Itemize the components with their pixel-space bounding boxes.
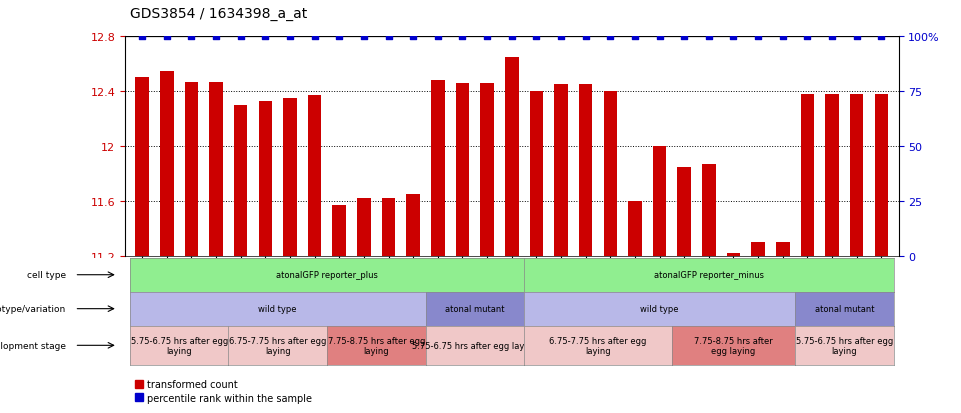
Bar [135, 394, 143, 401]
Point [357, 34, 372, 40]
Point [431, 34, 446, 40]
Text: 5.75-6.75 hrs after egg laying: 5.75-6.75 hrs after egg laying [412, 341, 537, 350]
Point [776, 34, 791, 40]
Text: atonalGFP reporter_plus: atonalGFP reporter_plus [276, 271, 378, 280]
Bar [554, 85, 568, 256]
Bar [283, 99, 297, 256]
Bar [530, 92, 543, 256]
Text: percentile rank within the sample: percentile rank within the sample [147, 393, 311, 403]
Bar [579, 85, 592, 256]
Point [677, 34, 692, 40]
Point [233, 34, 248, 40]
Point [849, 34, 864, 40]
Text: wild type: wild type [640, 304, 678, 313]
Text: 6.75-7.75 hrs after egg
laying: 6.75-7.75 hrs after egg laying [229, 336, 327, 355]
Text: 5.75-6.75 hrs after egg
laying: 5.75-6.75 hrs after egg laying [796, 336, 893, 355]
Bar [875, 95, 888, 256]
Point [726, 34, 741, 40]
Bar [825, 95, 839, 256]
Bar [259, 102, 272, 256]
Text: 5.75-6.75 hrs after egg
laying: 5.75-6.75 hrs after egg laying [131, 336, 228, 355]
Bar [234, 106, 248, 256]
Bar [480, 84, 494, 256]
Point [800, 34, 815, 40]
Text: atonalGFP reporter_minus: atonalGFP reporter_minus [653, 271, 764, 280]
Text: GDS3854 / 1634398_a_at: GDS3854 / 1634398_a_at [130, 7, 307, 21]
Point [751, 34, 766, 40]
Point [652, 34, 667, 40]
Point [406, 34, 421, 40]
Point [184, 34, 199, 40]
Bar [456, 84, 469, 256]
Text: wild type: wild type [259, 304, 297, 313]
Bar [702, 164, 716, 256]
Text: 6.75-7.75 hrs after egg
laying: 6.75-7.75 hrs after egg laying [550, 336, 647, 355]
Bar [801, 95, 814, 256]
Point [258, 34, 273, 40]
Point [529, 34, 544, 40]
Point [578, 34, 593, 40]
Point [283, 34, 298, 40]
Bar [678, 167, 691, 256]
Bar [653, 147, 666, 256]
Point [381, 34, 396, 40]
Point [209, 34, 224, 40]
Bar [209, 82, 223, 256]
Point [480, 34, 495, 40]
Bar [357, 199, 371, 256]
Point [505, 34, 520, 40]
Bar [333, 205, 346, 256]
Text: atonal mutant: atonal mutant [815, 304, 875, 313]
Bar [185, 82, 198, 256]
Bar [628, 202, 642, 256]
Bar [850, 95, 863, 256]
Point [332, 34, 347, 40]
Text: cell type: cell type [27, 271, 66, 280]
Bar [160, 71, 174, 256]
Point [160, 34, 175, 40]
Bar [752, 242, 765, 256]
Bar [382, 199, 395, 256]
Point [135, 34, 150, 40]
Point [874, 34, 889, 40]
Text: development stage: development stage [0, 341, 66, 350]
Point [307, 34, 322, 40]
Text: 7.75-8.75 hrs after
egg laying: 7.75-8.75 hrs after egg laying [694, 336, 773, 355]
Point [825, 34, 840, 40]
Bar [505, 58, 519, 256]
Bar [776, 242, 790, 256]
Point [603, 34, 618, 40]
Bar [136, 78, 149, 256]
Text: atonal mutant: atonal mutant [445, 304, 505, 313]
Bar [407, 195, 420, 256]
Bar [431, 81, 445, 256]
Point [702, 34, 717, 40]
Bar [135, 380, 143, 388]
Bar [604, 92, 617, 256]
Text: genotype/variation: genotype/variation [0, 304, 66, 313]
Point [628, 34, 643, 40]
Text: transformed count: transformed count [147, 379, 237, 389]
Text: 7.75-8.75 hrs after egg
laying: 7.75-8.75 hrs after egg laying [328, 336, 425, 355]
Point [554, 34, 569, 40]
Bar [727, 253, 740, 256]
Bar [308, 96, 321, 256]
Point [455, 34, 470, 40]
